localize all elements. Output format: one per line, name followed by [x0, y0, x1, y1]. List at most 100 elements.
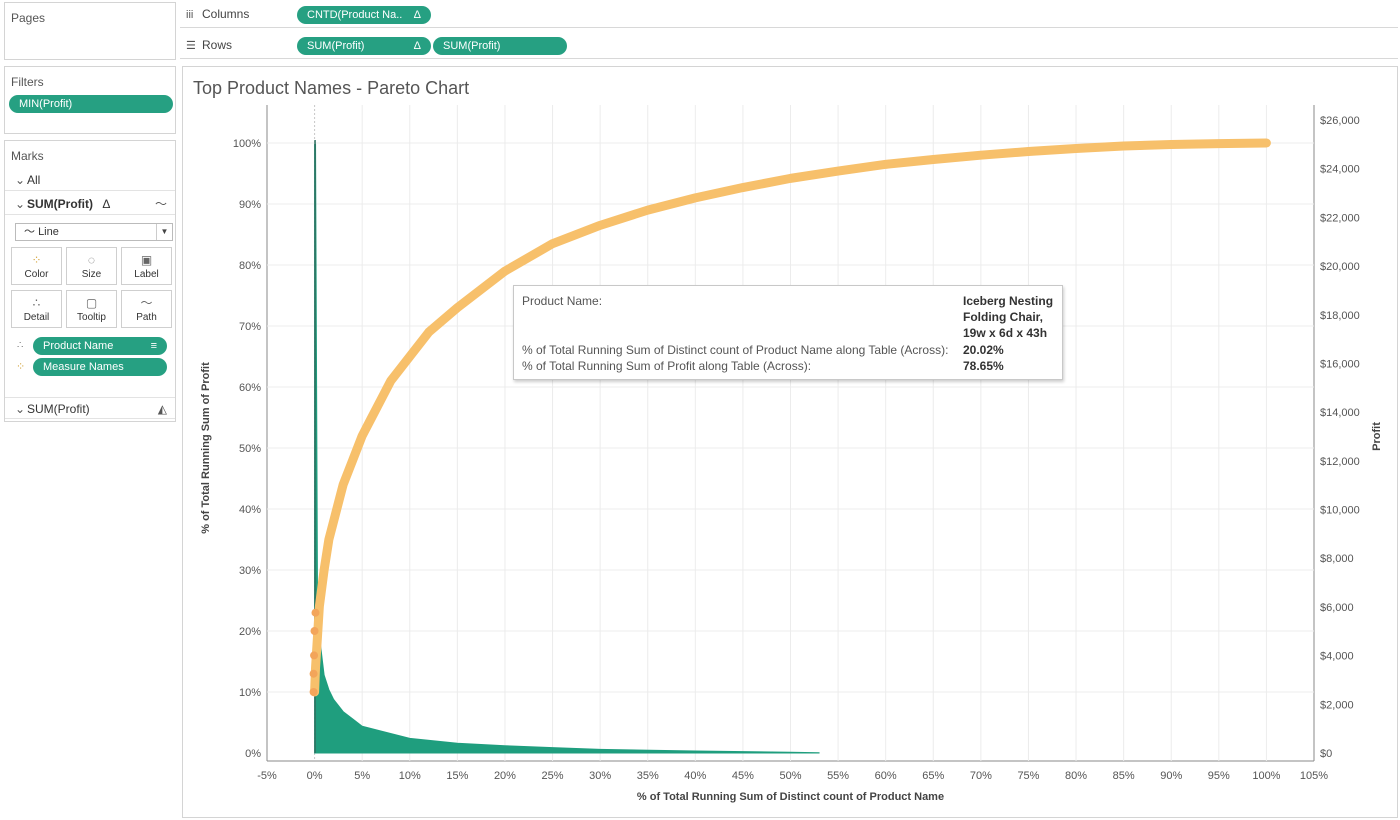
y-right-tick-label: $12,000 — [1320, 456, 1360, 468]
y-right-tick-label: $22,000 — [1320, 212, 1360, 224]
y-right-tick-label: $24,000 — [1320, 164, 1360, 176]
x-tick-label: 20% — [494, 770, 516, 782]
x-tick-label: 45% — [732, 770, 754, 782]
cumulative-point — [310, 627, 319, 635]
x-tick-label: 60% — [875, 770, 897, 782]
y-left-tick-label: 20% — [239, 626, 261, 638]
y-left-tick-label: 70% — [239, 321, 261, 333]
field-pill-measure-names[interactable]: Measure Names — [33, 358, 167, 376]
tooltip-label-pct-products: % of Total Running Sum of Distinct count… — [522, 343, 949, 357]
cumulative-profit-line — [310, 138, 1271, 697]
x-tick-label: 85% — [1113, 770, 1135, 782]
mark-type-dropdown[interactable]: 〜 Line ▼ — [15, 223, 173, 241]
x-tick-label: 10% — [399, 770, 421, 782]
x-tick-label: 5% — [354, 770, 370, 782]
label-button[interactable]: ▣ Label — [121, 247, 172, 285]
chevron-down-icon: ⌄ — [15, 173, 26, 187]
delta-icon: Δ — [413, 9, 421, 21]
rows-pill-sum-profit-1[interactable]: SUM(Profit) Δ — [297, 37, 431, 55]
y-left-tick-label: 50% — [239, 443, 261, 455]
label-icon: ▣ — [140, 253, 153, 267]
y-right-tick-label: $26,000 — [1320, 115, 1360, 127]
area-chart-icon: ◭ — [157, 402, 167, 416]
marks-all-row[interactable]: ⌄ All — [5, 169, 175, 191]
color-dots-icon: ⁘ — [31, 253, 42, 267]
line-icon: 〜 — [24, 226, 39, 238]
tooltip-value-product-name-2: Folding Chair, — [963, 310, 1043, 324]
marks-title: Marks — [11, 149, 44, 163]
x-tick-label: 65% — [922, 770, 944, 782]
cumulative-point — [311, 608, 320, 617]
chevron-down-icon: ⌄ — [15, 402, 26, 416]
y-left-tick-label: 10% — [239, 687, 261, 699]
y-left-tick-label: 80% — [239, 260, 261, 272]
x-tick-label: 55% — [827, 770, 849, 782]
y-right-tick-label: $6,000 — [1320, 602, 1354, 614]
dropdown-arrow-icon: ▼ — [156, 224, 172, 240]
x-tick-label: 90% — [1160, 770, 1182, 782]
tooltip-button[interactable]: ▢ Tooltip — [66, 290, 117, 328]
x-tick-label: 30% — [589, 770, 611, 782]
pareto-chart: -5% 0% 5% 10% 15% 20% 25% 30% 35% 40% 45% 50% 55% 60%… — [200, 105, 1383, 803]
line-chart-icon: 〜 — [154, 197, 167, 211]
y-right-tick-label: $14,000 — [1320, 407, 1360, 419]
marks-sum-profit-2-row[interactable]: ⌄ SUM(Profit) ◭ — [5, 397, 175, 419]
field-pill-product-name[interactable]: Product Name ≡ — [33, 337, 167, 355]
sort-icon: ≡ — [150, 340, 157, 352]
cumulative-point — [309, 669, 318, 678]
rows-pill-sum-profit-2[interactable]: SUM(Profit) — [433, 37, 567, 55]
filters-card: Filters MIN(Profit) — [4, 66, 176, 134]
columns-shelf: iii Columns CNTD(Product Na.. Δ — [180, 2, 1398, 28]
detail-button[interactable]: ∴ Detail — [11, 290, 62, 328]
x-tick-label: 100% — [1252, 770, 1280, 782]
tooltip-value-product-name-1: Iceberg Nesting — [963, 294, 1054, 308]
path-icon: 〜 — [140, 296, 153, 310]
rows-shelf: ☰ Rows SUM(Profit) Δ SUM(Profit) — [180, 33, 1398, 59]
delta-icon: Δ — [102, 197, 111, 211]
x-tick-label: 0% — [307, 770, 323, 782]
cumulative-point — [309, 688, 318, 696]
y-right-tick-label: $2,000 — [1320, 699, 1354, 711]
columns-label: iii Columns — [186, 7, 250, 21]
marks-card: Marks ⌄ All ⌄ SUM(Profit) Δ 〜 〜 Line ▼ ⁘ C… — [4, 140, 176, 422]
y-left-tick-label: 40% — [239, 504, 261, 516]
path-button[interactable]: 〜 Path — [121, 290, 172, 328]
columns-pill-cntd-product-name[interactable]: CNTD(Product Na.. Δ — [297, 6, 431, 24]
delta-icon: Δ — [413, 40, 421, 52]
y-right-tick-label: $8,000 — [1320, 553, 1354, 565]
filters-title: Filters — [11, 75, 44, 89]
color-button[interactable]: ⁘ Color — [11, 247, 62, 285]
size-button[interactable]: ◌ Size — [66, 247, 117, 285]
detail-icon: ∴ — [32, 296, 41, 310]
color-dots-icon: ⁘ — [16, 361, 26, 373]
tooltip: Product Name: Iceberg Nesting Folding Ch… — [513, 285, 1063, 380]
y-right-tick-label: $18,000 — [1320, 310, 1360, 322]
x-tick-label: 80% — [1065, 770, 1087, 782]
y-right-tick-label: $0 — [1320, 748, 1332, 760]
x-tick-label: 50% — [779, 770, 801, 782]
x-tick-label: 95% — [1208, 770, 1230, 782]
x-tick-label: 70% — [970, 770, 992, 782]
detail-dots-icon: ∴ — [17, 340, 24, 351]
size-icon: ◌ — [87, 253, 96, 267]
y-left-tick-label: 60% — [239, 382, 261, 394]
y-left-tick-label: 90% — [239, 199, 261, 211]
y-right-tick-label: $4,000 — [1320, 651, 1354, 663]
y-right-tick-label: $10,000 — [1320, 505, 1360, 517]
y-right-tick-label: $16,000 — [1320, 358, 1360, 370]
x-tick-label: 35% — [637, 770, 659, 782]
tooltip-icon: ▢ — [85, 296, 98, 310]
pages-card: Pages — [4, 2, 176, 60]
tooltip-value-product-name-3: 19w x 6d x 43h — [963, 326, 1048, 340]
chart-panel: Top Product Names - Pareto Chart -5% 0% 5%… — [182, 66, 1398, 818]
rows-icon: ☰ — [186, 40, 196, 52]
filter-pill-min-profit[interactable]: MIN(Profit) — [9, 95, 173, 113]
y-left-tick-label: 100% — [233, 138, 261, 150]
y-axis-right-title: Profit — [1371, 422, 1383, 451]
chevron-down-icon: ⌄ — [15, 197, 26, 211]
x-tick-label: 15% — [446, 770, 468, 782]
y-right-tick-label: $20,000 — [1320, 261, 1360, 273]
tooltip-label-product-name: Product Name: — [522, 294, 603, 308]
y-axis-left-title: % of Total Running Sum of Profit — [200, 362, 212, 534]
marks-sum-profit-row[interactable]: ⌄ SUM(Profit) Δ 〜 — [5, 193, 175, 215]
